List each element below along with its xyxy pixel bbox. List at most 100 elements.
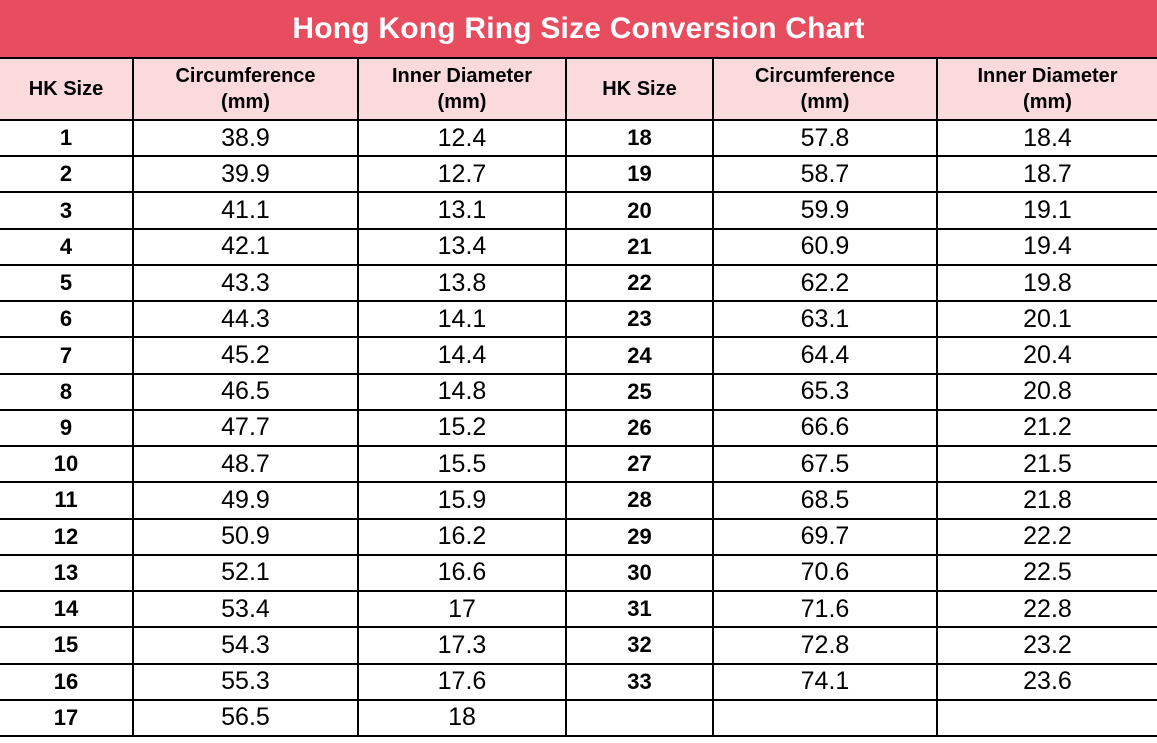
column-header-circumference-right: Circumference (mm) xyxy=(712,57,937,121)
inner-diameter-cell: 19.8 xyxy=(936,263,1157,303)
hk-size-cell: 20 xyxy=(565,191,713,230)
header-label: Circumference xyxy=(754,65,896,87)
inner-diameter-cell: 15.5 xyxy=(357,445,566,484)
hk-size-cell: 19 xyxy=(565,155,713,194)
hk-size-cell: 10 xyxy=(0,445,133,484)
inner-diameter-cell: 22.2 xyxy=(936,517,1157,556)
table-row: 10 48.7 15.5 27 67.5 21.5 xyxy=(0,445,1157,484)
hk-size-cell: 30 xyxy=(565,553,713,593)
table-row: 15 54.3 17.3 32 72.8 23.2 xyxy=(0,626,1157,665)
hk-size-cell: 4 xyxy=(0,227,133,266)
hk-size-cell: 1 xyxy=(0,118,133,158)
circumference-cell: 41.1 xyxy=(132,191,358,230)
circumference-cell: 58.7 xyxy=(712,155,937,194)
inner-diameter-cell: 14.8 xyxy=(357,372,566,411)
circumference-cell: 74.1 xyxy=(712,662,937,701)
inner-diameter-cell: 13.1 xyxy=(357,191,566,230)
inner-diameter-cell: 19.4 xyxy=(936,227,1157,266)
table-row: 14 53.4 17 31 71.6 22.8 xyxy=(0,590,1157,629)
inner-diameter-cell: 19.1 xyxy=(936,191,1157,230)
hk-size-cell: 12 xyxy=(0,517,133,556)
table-row: 5 43.3 13.8 22 62.2 19.8 xyxy=(0,263,1157,303)
circumference-cell: 60.9 xyxy=(712,227,937,266)
circumference-cell: 56.5 xyxy=(132,698,358,738)
column-header-hk-size-left: HK Size xyxy=(0,57,133,121)
circumference-cell: 54.3 xyxy=(132,626,358,665)
circumference-cell: 46.5 xyxy=(132,372,358,411)
table-body: 1 38.9 12.4 18 57.8 18.4 2 39.9 12.7 19 58.7 18.7 … xyxy=(0,118,1157,738)
table-row: 7 45.2 14.4 24 64.4 20.4 xyxy=(0,336,1157,375)
hk-size-cell: 14 xyxy=(0,590,133,629)
circumference-cell: 50.9 xyxy=(132,517,358,556)
inner-diameter-cell: 18 xyxy=(357,698,566,738)
table-row: 3 41.1 13.1 20 59.9 19.1 xyxy=(0,191,1157,230)
hk-size-cell: 32 xyxy=(565,626,713,665)
inner-diameter-cell: 20.8 xyxy=(936,372,1157,411)
circumference-cell: 39.9 xyxy=(132,155,358,194)
inner-diameter-cell: 17.6 xyxy=(357,662,566,701)
inner-diameter-cell: 14.1 xyxy=(357,300,566,339)
hk-size-cell: 29 xyxy=(565,517,713,556)
table-row: 11 49.9 15.9 28 68.5 21.8 xyxy=(0,481,1157,520)
circumference-cell: 71.6 xyxy=(712,590,937,629)
circumference-cell: 68.5 xyxy=(712,481,937,520)
inner-diameter-cell: 23.2 xyxy=(936,626,1157,665)
table-row: 17 56.5 18 xyxy=(0,698,1157,738)
header-row: HK Size Circumference (mm) Inner Diameter… xyxy=(0,57,1157,121)
hk-size-cell: 2 xyxy=(0,155,133,194)
header-unit: (mm) xyxy=(1023,91,1072,113)
table-row: 13 52.1 16.6 30 70.6 22.5 xyxy=(0,553,1157,593)
header-label: HK Size xyxy=(602,78,677,100)
column-header-inner-diameter-right: Inner Diameter (mm) xyxy=(936,57,1157,121)
column-header-hk-size-right: HK Size xyxy=(565,57,713,121)
table-row: 9 47.7 15.2 26 66.6 21.2 xyxy=(0,408,1157,448)
hk-size-cell: 13 xyxy=(0,553,133,593)
circumference-cell: 70.6 xyxy=(712,553,937,593)
inner-diameter-cell: 23.6 xyxy=(936,662,1157,701)
hk-size-cell xyxy=(565,698,713,738)
inner-diameter-cell: 13.8 xyxy=(357,263,566,303)
circumference-cell: 44.3 xyxy=(132,300,358,339)
hk-size-cell: 31 xyxy=(565,590,713,629)
circumference-cell: 57.8 xyxy=(712,118,937,158)
table-row: 12 50.9 16.2 29 69.7 22.2 xyxy=(0,517,1157,556)
chart-title: Hong Kong Ring Size Conversion Chart xyxy=(0,0,1157,57)
circumference-cell: 43.3 xyxy=(132,263,358,303)
column-header-inner-diameter-left: Inner Diameter (mm) xyxy=(357,57,566,121)
inner-diameter-cell: 16.6 xyxy=(357,553,566,593)
header-unit: (mm) xyxy=(437,91,487,113)
conversion-table: HK Size Circumference (mm) Inner Diameter… xyxy=(0,57,1157,738)
circumference-cell: 69.7 xyxy=(712,517,937,556)
inner-diameter-cell: 22.8 xyxy=(936,590,1157,629)
inner-diameter-cell: 12.7 xyxy=(357,155,566,194)
hk-size-cell: 5 xyxy=(0,263,133,303)
circumference-cell: 72.8 xyxy=(712,626,937,665)
circumference-cell: 52.1 xyxy=(132,553,358,593)
hk-size-cell: 8 xyxy=(0,372,133,411)
inner-diameter-cell xyxy=(936,698,1157,738)
hk-size-cell: 33 xyxy=(565,662,713,701)
header-unit: (mm) xyxy=(800,91,850,113)
circumference-cell: 66.6 xyxy=(712,408,937,448)
header-label: Circumference xyxy=(175,65,316,87)
inner-diameter-cell: 18.4 xyxy=(936,118,1157,158)
column-header-circumference-left: Circumference (mm) xyxy=(132,57,358,121)
table-row: 6 44.3 14.1 23 63.1 20.1 xyxy=(0,300,1157,339)
header-label: HK Size xyxy=(28,78,104,100)
inner-diameter-cell: 20.1 xyxy=(936,300,1157,339)
circumference-cell: 65.3 xyxy=(712,372,937,411)
table-row: 2 39.9 12.7 19 58.7 18.7 xyxy=(0,155,1157,194)
circumference-cell: 42.1 xyxy=(132,227,358,266)
inner-diameter-cell: 16.2 xyxy=(357,517,566,556)
hk-size-cell: 21 xyxy=(565,227,713,266)
hk-size-cell: 25 xyxy=(565,372,713,411)
inner-diameter-cell: 13.4 xyxy=(357,227,566,266)
circumference-cell: 38.9 xyxy=(132,118,358,158)
hk-size-cell: 22 xyxy=(565,263,713,303)
hk-size-cell: 7 xyxy=(0,336,133,375)
circumference-cell: 49.9 xyxy=(132,481,358,520)
hk-size-cell: 3 xyxy=(0,191,133,230)
inner-diameter-cell: 12.4 xyxy=(357,118,566,158)
hk-size-cell: 26 xyxy=(565,408,713,448)
header-unit: (mm) xyxy=(221,91,270,113)
